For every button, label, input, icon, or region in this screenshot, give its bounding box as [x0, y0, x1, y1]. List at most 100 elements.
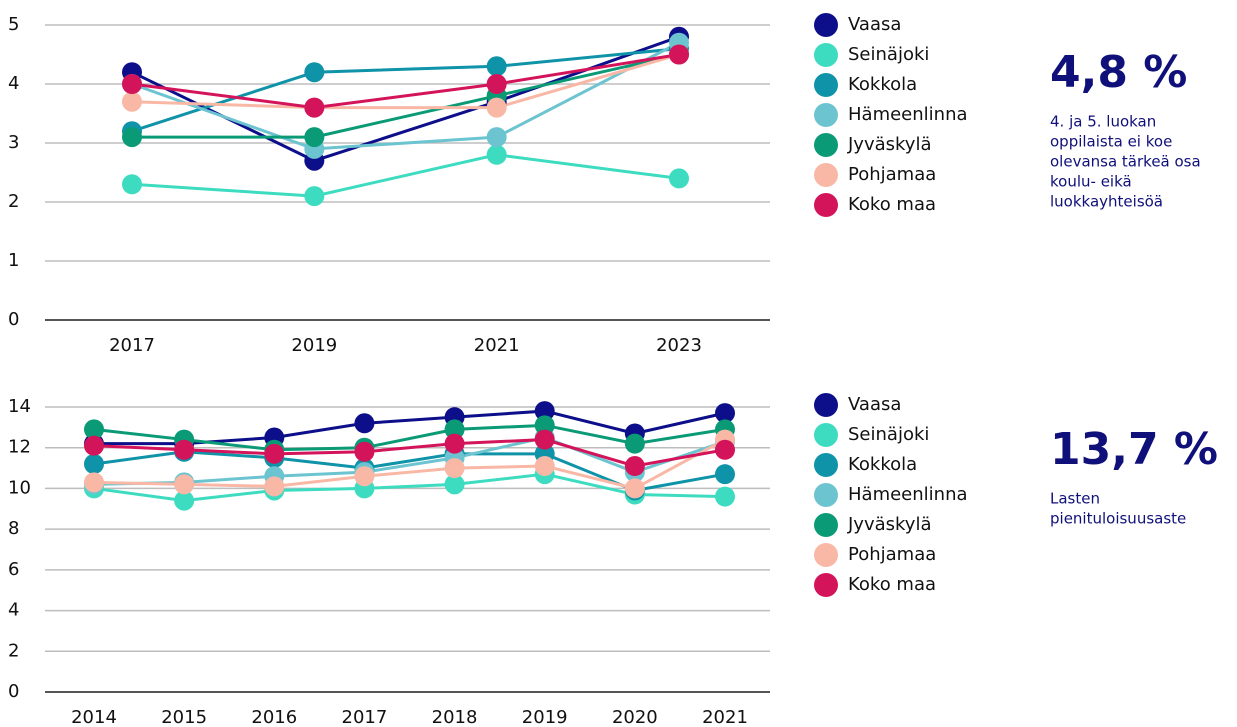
data-point	[534, 401, 555, 422]
legend-label: Hämeenlinna	[848, 484, 968, 505]
y-tick-label: 5	[8, 14, 19, 35]
data-point	[624, 456, 645, 477]
data-point	[304, 186, 325, 207]
stat-caption: Lasten	[1050, 490, 1100, 508]
legend-swatch	[814, 73, 838, 97]
y-tick-label: 4	[8, 600, 19, 621]
data-point	[264, 443, 285, 464]
series-line	[131, 53, 680, 110]
data-point	[715, 439, 735, 460]
legend-swatch	[814, 133, 838, 157]
legend-swatch	[814, 513, 838, 537]
data-point	[444, 474, 465, 495]
y-tick-label: 1	[8, 250, 19, 271]
legend-label: Kokkola	[848, 454, 917, 475]
stat-value: 13,7 %	[1050, 424, 1218, 475]
series-line	[131, 47, 680, 133]
legend-swatch	[814, 193, 838, 217]
legend-label: Jyväskylä	[847, 134, 932, 155]
data-point	[264, 476, 285, 497]
series-line	[131, 41, 680, 151]
legend-label: Vaasa	[848, 14, 901, 35]
data-point	[715, 464, 735, 485]
legend-label: Koko maa	[848, 574, 936, 595]
data-point	[486, 74, 507, 94]
legend-label: Koko maa	[848, 194, 936, 215]
stat-caption: luokkayhteisöä	[1050, 193, 1163, 211]
data-point	[669, 168, 689, 189]
legend-swatch	[814, 393, 838, 417]
data-point	[84, 419, 104, 440]
data-point	[669, 44, 689, 65]
legend-label: Seinäjoki	[848, 44, 929, 65]
legend-swatch	[814, 453, 838, 477]
data-point	[174, 474, 195, 495]
data-point	[304, 62, 325, 83]
data-point	[354, 466, 375, 487]
y-tick-label: 14	[8, 396, 31, 417]
stat-caption: 4. ja 5. luokan	[1050, 113, 1156, 131]
x-tick-label: 2014	[71, 707, 117, 727]
data-point	[84, 472, 104, 493]
data-point	[304, 97, 325, 118]
legend-label: Pohjamaa	[848, 544, 936, 565]
stat-caption: koulu- eikä	[1050, 173, 1132, 191]
y-tick-label: 2	[8, 191, 19, 212]
data-point	[354, 441, 375, 462]
stat-caption: pienituloisuusaste	[1050, 510, 1186, 528]
legend-label: Hämeenlinna	[848, 104, 968, 125]
legend-swatch	[814, 543, 838, 567]
x-tick-label: 2017	[342, 707, 388, 727]
legend-label: Seinäjoki	[848, 424, 929, 445]
data-point	[624, 478, 645, 499]
data-point	[444, 419, 465, 440]
legend-swatch	[814, 43, 838, 67]
stat-caption: oppilaista ei koe	[1050, 133, 1172, 151]
x-tick-label: 2018	[432, 707, 478, 727]
data-point	[84, 435, 104, 456]
data-point	[486, 56, 507, 77]
y-tick-label: 3	[8, 132, 19, 153]
legend-swatch	[814, 13, 838, 37]
legend-swatch	[814, 163, 838, 187]
legend-swatch	[814, 483, 838, 507]
legend-swatch	[814, 573, 838, 597]
stat-caption: olevansa tärkeä osa	[1050, 153, 1201, 171]
data-point	[122, 174, 142, 195]
series-line	[93, 438, 726, 491]
legend-label: Vaasa	[848, 394, 901, 415]
y-tick-label: 12	[8, 437, 31, 458]
data-point	[174, 439, 195, 460]
legend-label: Kokkola	[848, 74, 917, 95]
data-point	[122, 91, 142, 112]
legend-label: Jyväskylä	[847, 514, 932, 535]
y-tick-label: 0	[8, 681, 19, 702]
x-tick-label: 2019	[522, 707, 568, 727]
legend-swatch	[814, 423, 838, 447]
data-point	[444, 458, 465, 479]
data-point	[174, 490, 195, 511]
stat-value: 4,8 %	[1050, 47, 1187, 98]
x-tick-label: 2020	[612, 707, 658, 727]
y-tick-label: 2	[8, 640, 19, 661]
data-point	[444, 433, 465, 454]
data-point	[122, 74, 142, 94]
series-line	[132, 53, 680, 139]
data-point	[715, 486, 735, 507]
x-tick-label: 2021	[474, 335, 520, 356]
series-line	[131, 153, 680, 198]
x-tick-label: 2023	[656, 335, 702, 356]
x-tick-label: 2016	[251, 707, 297, 727]
data-point	[624, 433, 645, 454]
x-tick-label: 2017	[109, 335, 155, 356]
legend-swatch	[814, 103, 838, 127]
data-point	[534, 415, 555, 436]
series-line	[131, 53, 680, 110]
data-point	[534, 429, 555, 450]
y-tick-label: 8	[8, 518, 19, 539]
y-tick-label: 4	[8, 73, 19, 94]
x-tick-label: 2015	[161, 707, 207, 727]
series-line	[93, 438, 726, 468]
data-point	[122, 127, 142, 148]
y-tick-label: 10	[8, 477, 31, 498]
